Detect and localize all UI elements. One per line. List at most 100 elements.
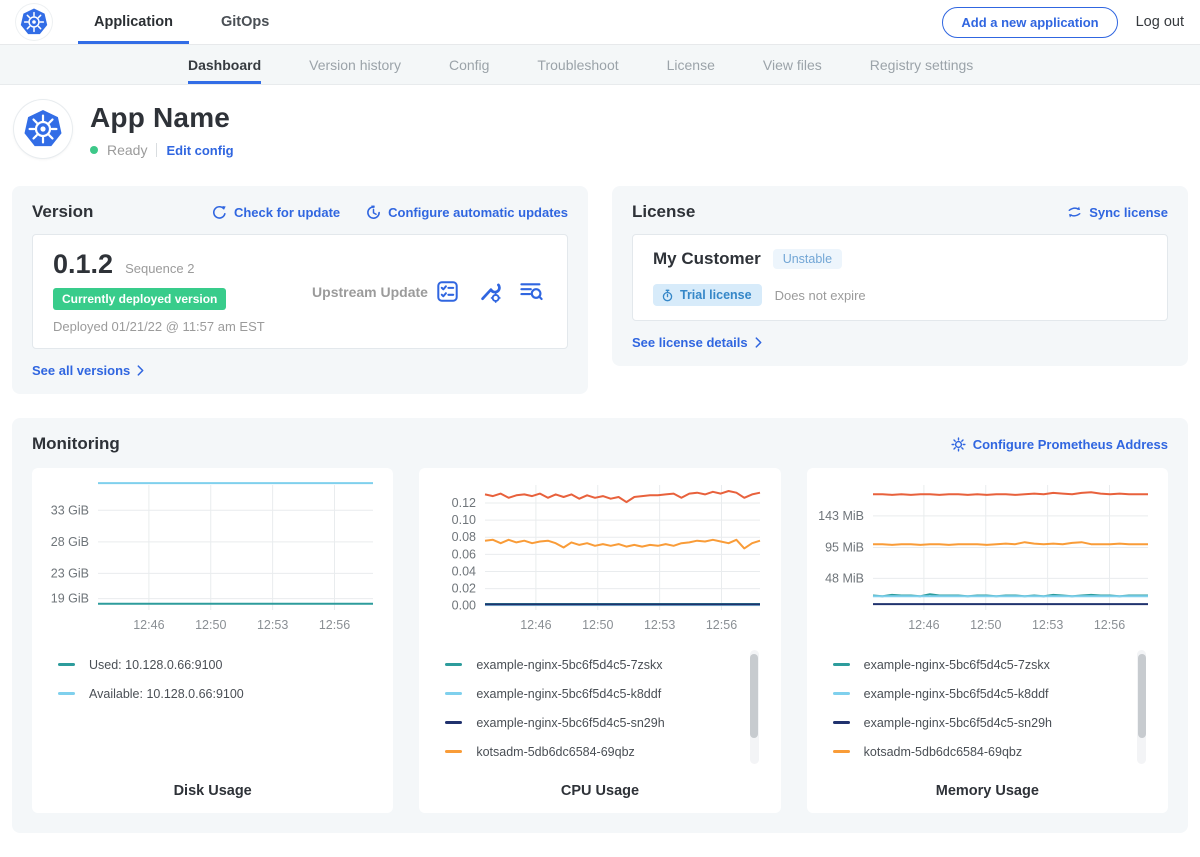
legend-series-swatch [832,750,850,753]
see-license-details-link[interactable]: See license details [632,335,762,350]
tab-dashboard[interactable]: Dashboard [188,45,262,84]
legend-series-swatch [445,750,463,753]
svg-text:12:50: 12:50 [195,618,226,632]
legend-item: Available: 10.128.0.66:9100 [58,679,371,708]
preflight-checks-icon[interactable] [435,280,459,304]
channel-badge: Unstable [772,249,843,269]
cpu-usage-chart-card: 12:46 12:50 12:53 12:56 0.12 0.10 0.08 0.06 0.04… [419,468,781,813]
customer-name: My Customer [653,249,761,268]
cpu-usage-plot: 12:46 12:50 12:53 12:56 0.12 0.10 0.08 0.06 0.04… [429,478,770,636]
edit-config-link[interactable]: Edit config [166,142,234,158]
chart-title: CPU Usage [560,783,640,799]
version-card: Version Check for update Configure au [12,186,588,394]
legend-series-swatch [445,721,463,724]
svg-text:12:53: 12:53 [257,618,288,632]
legend-series-label: kotsadm-5db6dc6584-69qbz [863,744,1023,759]
see-all-versions-link[interactable]: See all versions [32,363,144,378]
legend-scrollbar-thumb[interactable] [750,654,759,738]
gear-icon [951,436,966,452]
nav-tab-application[interactable]: Application [78,0,189,44]
svg-text:33 GiB: 33 GiB [51,503,89,517]
legend-series-swatch [832,721,850,724]
legend-scrollbar-thumb[interactable] [1137,654,1146,738]
tab-view-files[interactable]: View files [762,56,822,73]
sync-icon [1068,206,1081,218]
add-new-application-button[interactable]: Add a new application [942,6,1118,38]
svg-text:12:56: 12:56 [1094,618,1125,632]
tab-config[interactable]: Config [448,56,490,73]
legend-series-label: Used: 10.128.0.66:9100 [89,657,223,672]
svg-text:95 MiB: 95 MiB [825,541,864,555]
version-card-title: Version [32,202,94,221]
legend-series-label: example-nginx-5bc6f5d4c5-7zskx [476,657,663,672]
legend-scrollbar[interactable] [1137,650,1146,764]
svg-text:0.12: 0.12 [452,496,476,510]
legend-item: kotsadm-5db6dc6584-69qbz [445,737,758,766]
svg-text:19 GiB: 19 GiB [51,592,89,606]
svg-text:12:46: 12:46 [908,618,939,632]
page-title: App Name [90,102,231,133]
svg-text:12:46: 12:46 [521,618,552,632]
legend-series-swatch [445,663,463,666]
legend-series-label: kotsadm-5db6dc6584-69qbz [476,744,635,759]
disk-usage-legend: Used: 10.128.0.66:9100 Available: 10.128.… [58,650,371,768]
svg-text:12:53: 12:53 [1032,618,1063,632]
configure-automatic-updates-link[interactable]: Configure automatic updates [366,205,568,220]
svg-text:0.02: 0.02 [452,582,476,596]
legend-item: example-nginx-5bc6f5d4c5-7zskx [445,650,758,679]
svg-text:0.00: 0.00 [452,599,476,613]
legend-series-swatch [58,663,75,666]
tab-version-history[interactable]: Version history [309,56,401,73]
check-for-update-link[interactable]: Check for update [212,205,340,220]
config-wrench-icon[interactable] [477,280,501,304]
currently-deployed-badge: Currently deployed version [53,288,227,310]
current-version-card: 0.1.2 Sequence 2 Currently deployed vers… [32,234,568,349]
version-number: 0.1.2 [53,249,114,279]
memory-usage-chart-card: 12:46 12:50 12:53 12:56 143 MiB 95 MiB 48 MiB … [806,468,1168,813]
legend-series-label: example-nginx-5bc6f5d4c5-k8ddf [476,686,662,701]
primary-nav-tabs: Application GitOps [78,0,275,44]
kubernetes-logo-icon[interactable] [16,4,52,40]
svg-text:12:50: 12:50 [970,618,1001,632]
svg-text:12:46: 12:46 [133,618,164,632]
memory-usage-legend: example-nginx-5bc6f5d4c5-7zskx example-ng… [832,650,1146,768]
svg-text:0.08: 0.08 [452,530,476,544]
legend-item: example-nginx-5bc6f5d4c5-k8ddf [832,679,1146,708]
legend-item: example-nginx-5bc6f5d4c5-7zskx [832,650,1146,679]
svg-text:12:50: 12:50 [582,618,613,632]
legend-item: example-nginx-5bc6f5d4c5-sn29h [445,708,758,737]
monitoring-section: Monitoring Configure Prometheus Address … [12,418,1188,833]
tab-license[interactable]: License [666,56,715,73]
update-schedule-icon [367,204,381,219]
status-dot [90,146,98,154]
update-type-label: Upstream Update [312,283,428,300]
legend-item: Used: 10.128.0.66:9100 [58,650,371,679]
tab-troubleshoot[interactable]: Troubleshoot [537,56,619,73]
expiry-text: Does not expire [774,287,866,303]
tab-registry-settings[interactable]: Registry settings [869,56,974,73]
svg-text:48 MiB: 48 MiB [825,571,864,585]
status-badge: Ready [107,142,148,158]
chevron-right-icon [137,365,144,376]
legend-series-swatch [58,692,75,695]
legend-item: example-nginx-5bc6f5d4c5-sn29h [832,708,1146,737]
chart-title: Memory Usage [935,783,1039,799]
svg-text:143 MiB: 143 MiB [818,509,864,523]
nav-tab-gitops[interactable]: GitOps [220,14,270,30]
app-kubernetes-logo-icon [14,100,72,158]
legend-series-swatch [445,692,463,695]
cpu-usage-legend: example-nginx-5bc6f5d4c5-7zskx example-ng… [445,650,759,768]
svg-text:0.10: 0.10 [452,513,476,527]
legend-series-label: example-nginx-5bc6f5d4c5-sn29h [863,715,1052,730]
sync-license-link[interactable]: Sync license [1067,205,1168,220]
legend-scrollbar[interactable] [749,650,759,764]
svg-text:12:56: 12:56 [319,618,350,632]
svg-text:23 GiB: 23 GiB [51,566,89,580]
license-card-title: License [632,202,696,221]
configure-prometheus-link[interactable]: Configure Prometheus Address [951,437,1168,452]
logout-button[interactable]: Log out [1135,14,1184,30]
view-diff-icon[interactable] [519,280,543,304]
divider [156,143,158,157]
top-nav: Application GitOps Add a new application… [0,0,1200,45]
memory-usage-plot: 12:46 12:50 12:53 12:56 143 MiB 95 MiB 48 MiB [817,478,1158,636]
